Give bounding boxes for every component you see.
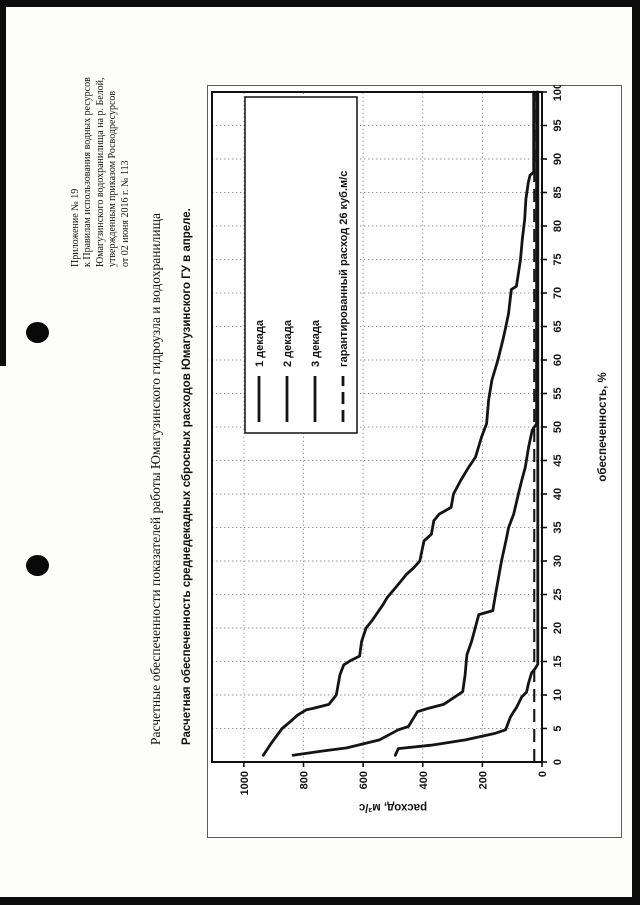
x-tick-label: 95	[552, 119, 564, 131]
header-line: Приложение № 19	[70, 188, 81, 267]
x-tick-label: 15	[552, 655, 564, 667]
x-tick-label: 35	[552, 521, 564, 533]
x-tick-label: 80	[552, 220, 564, 232]
x-tick-label: 65	[552, 320, 564, 332]
y-tick-label: 0	[537, 771, 549, 777]
y-axis-title: расход, м³/с	[358, 801, 427, 813]
x-axis-title: обеспеченность, %	[597, 372, 609, 481]
x-tick-label: 100	[552, 85, 564, 101]
header-line: от 02 июня 2016 г. № 113	[119, 160, 131, 267]
x-tick-label: 5	[552, 725, 564, 731]
scan-edge-right	[632, 0, 640, 905]
x-tick-label: 10	[552, 689, 564, 701]
legend-label: 2 декада	[282, 319, 294, 367]
legend-label: 1 декада	[254, 319, 266, 367]
x-tick-label: 25	[552, 588, 564, 600]
x-tick-label: 45	[552, 454, 564, 466]
y-tick-label: 800	[299, 771, 311, 789]
punch-hole	[26, 322, 49, 343]
header-line: утвержденным приказом Росводресурсов	[107, 90, 119, 267]
x-tick-label: 60	[552, 354, 564, 366]
y-tick-label: 200	[477, 771, 489, 789]
scan-edge-left	[0, 0, 6, 366]
appendix-header-block: Приложение № 19 к Правилам использования…	[70, 21, 132, 267]
x-tick-label: 40	[552, 488, 564, 500]
punch-hole	[26, 555, 49, 576]
x-tick-label: 85	[552, 186, 564, 198]
x-tick-label: 70	[552, 287, 564, 299]
rotated-landscape-content: Приложение № 19 к Правилам использования…	[55, 5, 630, 900]
exceedance-chart: 0 5 10 15 20 25 30 35 40 45 50 55 60 65 70 75 80 85 90 95 10…	[207, 83, 622, 838]
series-line-3	[393, 90, 540, 757]
legend-box	[244, 96, 358, 434]
x-tick-label: 75	[552, 253, 564, 265]
x-tick-label: 50	[552, 421, 564, 433]
series-line-1	[261, 90, 536, 757]
chart-svg: 0 5 10 15 20 25 30 35 40 45 50 55 60 65 70 75 80 85 90 95 10…	[207, 83, 622, 838]
legend-label: 3 декада	[310, 319, 322, 367]
header-line: к Правилам использования водных ресурсов	[82, 77, 94, 267]
series-line-2	[291, 90, 539, 757]
chart-title: Расчетная обеспеченность среднедекадных …	[181, 208, 193, 745]
header-line: Юмагузинского водохранилища на р. Белой,	[94, 77, 106, 267]
x-tick-label: 55	[552, 387, 564, 399]
x-tick-label: 0	[552, 759, 564, 765]
y-tick-label: 1000	[239, 771, 251, 795]
document-title: Расчетные обеспеченности показателей раб…	[148, 212, 163, 745]
legend-label: гарантированный расход 26 куб.м/с	[338, 171, 350, 367]
y-tick-label: 400	[418, 771, 430, 789]
y-tick-label: 600	[358, 771, 370, 789]
x-tick-label: 90	[552, 153, 564, 165]
x-tick-label: 30	[552, 555, 564, 567]
scan-edge-bottom	[0, 897, 640, 905]
x-tick-label: 20	[552, 622, 564, 634]
scan-edge-top	[0, 0, 640, 7]
